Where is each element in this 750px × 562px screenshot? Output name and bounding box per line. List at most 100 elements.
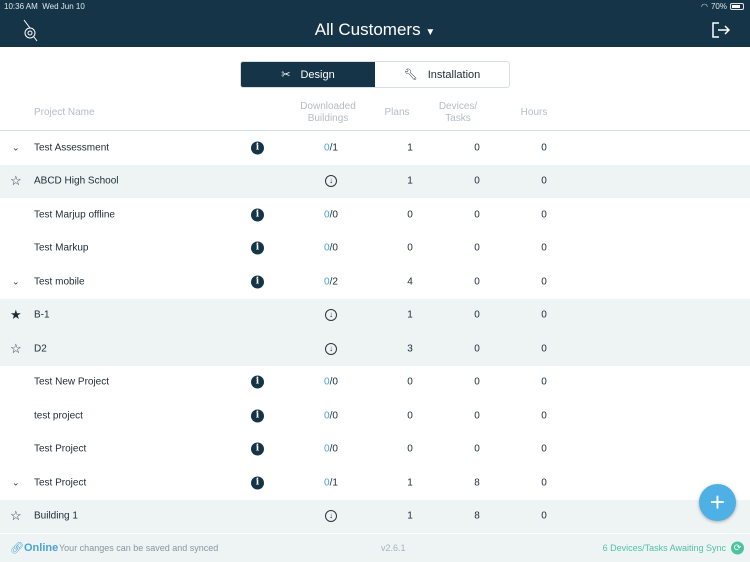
plans-count: 0 (407, 376, 413, 388)
add-button[interactable]: + (699, 484, 736, 521)
project-row[interactable]: ⌄ i 0/1 Test Assessment 1 0 0 (0, 131, 750, 165)
devices-count: 0 (474, 343, 480, 355)
customer-selector[interactable]: All Customers ▼ (314, 20, 436, 39)
row-name: Test New Project (34, 376, 110, 388)
project-row[interactable]: i 0/0 Test New Project 0 0 0 (0, 366, 750, 400)
info-icon[interactable]: i (251, 141, 264, 155)
building-row[interactable]: ☆ ↓ D2 3 0 0 (0, 332, 750, 366)
row-name: test project (34, 410, 83, 422)
top-bar: 10:36 AM Wed Jun 10 ◠ 70% All Customers ▼ (0, 0, 750, 47)
info-icon[interactable]: i (251, 409, 264, 423)
online-message: Your changes can be saved and synced (59, 543, 219, 553)
plans-count: 0 (407, 209, 413, 221)
devices-count: 0 (474, 309, 480, 321)
downloaded-count: 0/0 (324, 376, 338, 388)
star-icon[interactable]: ☆ (10, 508, 22, 524)
hours-count: 0 (541, 443, 547, 455)
wrench-icon: 🔧︎ (403, 69, 418, 81)
devices-count: 0 (474, 209, 480, 221)
plans-count: 1 (407, 175, 413, 187)
downloaded-count: 0/1 (324, 142, 338, 154)
col-devices[interactable]: Devices/Tasks (438, 101, 478, 124)
hours-count: 0 (541, 376, 547, 388)
plans-count: 1 (407, 142, 413, 154)
devices-count: 0 (474, 276, 480, 288)
downloaded-count: 0/0 (324, 242, 338, 254)
project-row[interactable]: i 0/0 Test Project 0 0 0 (0, 433, 750, 467)
downloaded-count: 0/2 (324, 276, 338, 288)
sync-icon[interactable]: ⟳ (731, 541, 744, 555)
status-time: 10:36 AM Wed Jun 10 (4, 2, 85, 11)
tab-installation[interactable]: 🔧︎ Installation (403, 68, 481, 82)
star-filled-icon[interactable]: ★ (10, 307, 22, 323)
col-plans[interactable]: Plans (384, 107, 410, 118)
hours-count: 0 (541, 477, 547, 489)
devices-count: 0 (474, 142, 480, 154)
hours-count: 0 (541, 510, 547, 522)
row-name: Test Project (34, 443, 87, 455)
col-hours[interactable]: Hours (520, 107, 548, 118)
project-row[interactable]: ⌄ i 0/2 Test mobile 4 0 0 (0, 265, 750, 299)
downloaded-count: 0/0 (324, 209, 338, 221)
project-row[interactable]: i 0/0 test project 0 0 0 (0, 399, 750, 433)
row-name: Test mobile (34, 276, 85, 288)
chevron-down-icon[interactable]: ⌄ (12, 477, 20, 488)
wifi-icon: ◠ (701, 2, 708, 11)
row-name: Test Marjup offline (34, 209, 115, 221)
hours-count: 0 (541, 175, 547, 187)
building-row[interactable]: ☆ ↓ ABCD High School 1 0 0 (0, 164, 750, 198)
downloaded-count: 0/0 (324, 410, 338, 422)
col-downloaded[interactable]: Downloaded Buildings (300, 101, 356, 124)
devices-count: 0 (474, 410, 480, 422)
devices-count: 8 (474, 477, 480, 489)
col-project-name[interactable]: Project Name (34, 107, 95, 118)
info-icon[interactable]: i (251, 275, 264, 289)
info-icon[interactable]: i (251, 442, 264, 456)
chevron-down-icon[interactable]: ⌄ (12, 142, 20, 153)
download-icon[interactable]: ↓ (325, 175, 337, 188)
tab-design[interactable]: ✂ Design (241, 62, 375, 87)
devices-count: 0 (474, 242, 480, 254)
downloaded-count: 0/0 (324, 443, 338, 455)
plans-count: 0 (407, 443, 413, 455)
plans-count: 3 (407, 343, 413, 355)
devices-count: 0 (474, 175, 480, 187)
info-icon[interactable]: i (251, 375, 264, 389)
row-name: Test Assessment (34, 142, 110, 154)
hours-count: 0 (541, 142, 547, 154)
divider (0, 130, 750, 131)
building-row[interactable]: ☆ ↓ Building 1 1 8 0 (0, 499, 750, 533)
star-icon[interactable]: ☆ (10, 340, 22, 356)
project-row[interactable]: i 0/0 Test Marjup offline 0 0 0 (0, 198, 750, 232)
link-icon: 🔗︎ (10, 542, 24, 555)
row-name: Test Project (34, 477, 87, 489)
logout-icon[interactable] (712, 22, 730, 38)
row-name: Building 1 (34, 510, 78, 522)
hours-count: 0 (541, 309, 547, 321)
caret-down-icon: ▼ (425, 27, 436, 38)
star-icon[interactable]: ☆ (10, 173, 22, 189)
logo-icon[interactable] (20, 18, 40, 42)
chevron-down-icon[interactable]: ⌄ (12, 276, 20, 287)
info-icon[interactable]: i (251, 208, 264, 222)
sync-status[interactable]: 6 Devices/Tasks Awaiting Sync (602, 543, 726, 553)
download-icon[interactable]: ↓ (325, 342, 337, 355)
devices-count: 8 (474, 510, 480, 522)
row-name: Test Markup (34, 242, 89, 254)
devices-count: 0 (474, 443, 480, 455)
hours-count: 0 (541, 276, 547, 288)
project-row[interactable]: ⌄ i 0/1 Test Project 1 8 0 (0, 466, 750, 500)
downloaded-count: 0/1 (324, 477, 338, 489)
info-icon[interactable]: i (251, 476, 264, 490)
row-name: D2 (34, 343, 47, 355)
download-icon[interactable]: ↓ (325, 309, 337, 322)
download-icon[interactable]: ↓ (325, 510, 337, 523)
online-status: Online (24, 542, 59, 554)
project-row[interactable]: i 0/0 Test Markup 0 0 0 (0, 232, 750, 266)
row-name: B-1 (34, 309, 50, 321)
plans-count: 4 (407, 276, 413, 288)
building-row[interactable]: ★ ↓ B-1 1 0 0 (0, 298, 750, 332)
plans-count: 0 (407, 410, 413, 422)
info-icon[interactable]: i (251, 241, 264, 255)
devices-count: 0 (474, 376, 480, 388)
